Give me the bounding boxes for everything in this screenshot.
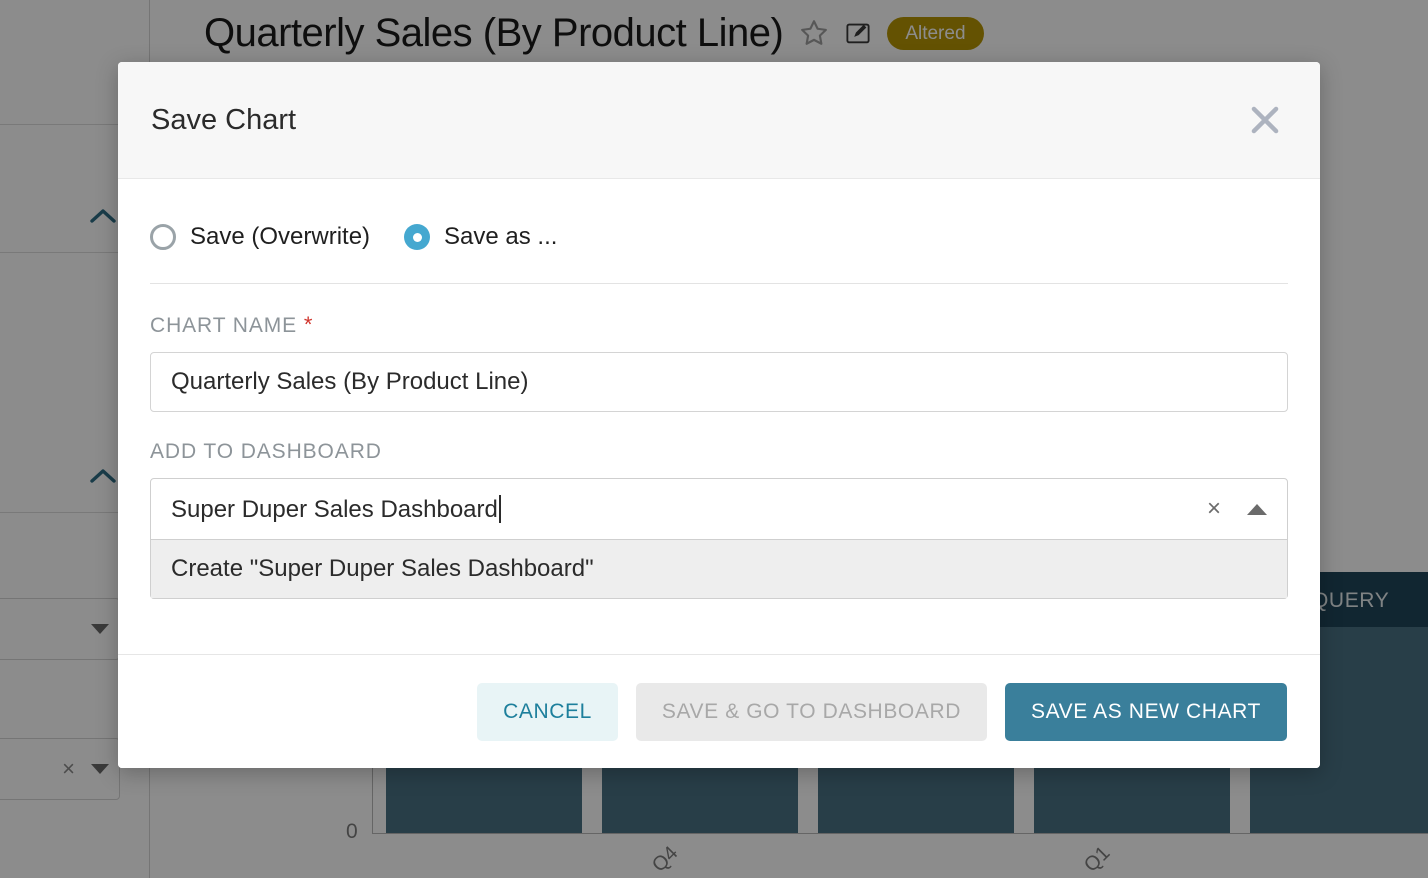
- dashboard-select-menu: Create "Super Duper Sales Dashboard": [150, 540, 1288, 599]
- panel-divider: [0, 252, 149, 253]
- save-chart-modal: Save Chart Save (Overwrite) Save as ...: [118, 62, 1320, 768]
- clear-icon[interactable]: ×: [62, 756, 75, 781]
- text-cursor: [498, 494, 501, 523]
- cancel-button[interactable]: CANCEL: [477, 682, 618, 741]
- radio-save-as-label: Save as ...: [444, 223, 558, 250]
- modal-footer: CANCEL SAVE & GO TO DASHBOARD SAVE AS NE…: [118, 654, 1320, 768]
- dashboard-option-create[interactable]: Create "Super Duper Sales Dashboard": [151, 540, 1287, 598]
- dashboard-select: Super Duper Sales Dashboard × Create "Su…: [150, 478, 1288, 599]
- chart-name-field-group: CHART NAME *: [150, 312, 1288, 412]
- chevron-up-icon[interactable]: [1247, 503, 1267, 515]
- panel-divider: [0, 512, 149, 513]
- status-badge: Altered: [887, 16, 984, 50]
- chart-header: Quarterly Sales (By Product Line) Altere…: [150, 0, 1428, 66]
- save-mode-radio-group: Save (Overwrite) Save as ...: [150, 223, 1288, 251]
- star-icon[interactable]: [799, 18, 829, 48]
- radio-save-overwrite-label: Save (Overwrite): [190, 223, 371, 250]
- page-title: Quarterly Sales (By Product Line): [204, 10, 784, 55]
- chart-y-tick-label: 0: [346, 820, 358, 843]
- save-as-new-chart-button[interactable]: SAVE AS NEW CHART: [1005, 682, 1287, 741]
- radio-circle-unchecked-icon[interactable]: [150, 224, 176, 250]
- modal-body: Save (Overwrite) Save as ... CHART NAME …: [118, 179, 1320, 654]
- modal-title: Save Chart: [151, 103, 297, 136]
- close-icon[interactable]: [1243, 98, 1287, 142]
- collapse-chevron-up-icon[interactable]: [90, 468, 116, 484]
- dashboard-select-value-text: Super Duper Sales Dashboard: [171, 495, 498, 523]
- chart-name-input[interactable]: [150, 352, 1288, 412]
- edit-icon[interactable]: [845, 20, 871, 46]
- save-and-go-to-dashboard-button: SAVE & GO TO DASHBOARD: [635, 682, 988, 741]
- add-to-dashboard-label: ADD TO DASHBOARD: [150, 440, 382, 463]
- chart-name-label-text: CHART NAME: [150, 314, 298, 337]
- clear-icon[interactable]: ×: [1206, 495, 1221, 522]
- chart-name-label: CHART NAME *: [150, 312, 1288, 338]
- required-marker: *: [303, 312, 314, 337]
- chevron-down-icon[interactable]: [91, 764, 109, 774]
- collapse-chevron-up-icon[interactable]: [90, 208, 116, 224]
- radio-circle-checked-icon[interactable]: [404, 224, 431, 250]
- radio-save-overwrite[interactable]: Save (Overwrite): [150, 223, 370, 251]
- chevron-down-icon[interactable]: [91, 624, 109, 634]
- add-to-dashboard-field-group: ADD TO DASHBOARD Super Duper Sales Dashb…: [150, 440, 1288, 599]
- panel-select-control[interactable]: [0, 598, 120, 660]
- radio-save-as[interactable]: Save as ...: [404, 223, 557, 251]
- dashboard-select-control[interactable]: Super Duper Sales Dashboard ×: [150, 478, 1288, 540]
- dashboard-select-value[interactable]: Super Duper Sales Dashboard: [171, 494, 1207, 524]
- section-divider: [150, 283, 1288, 284]
- panel-divider: [0, 124, 149, 125]
- panel-multiselect-control[interactable]: ×: [0, 738, 120, 800]
- chart-x-axis: [372, 833, 1428, 834]
- modal-header: Save Chart: [118, 62, 1320, 179]
